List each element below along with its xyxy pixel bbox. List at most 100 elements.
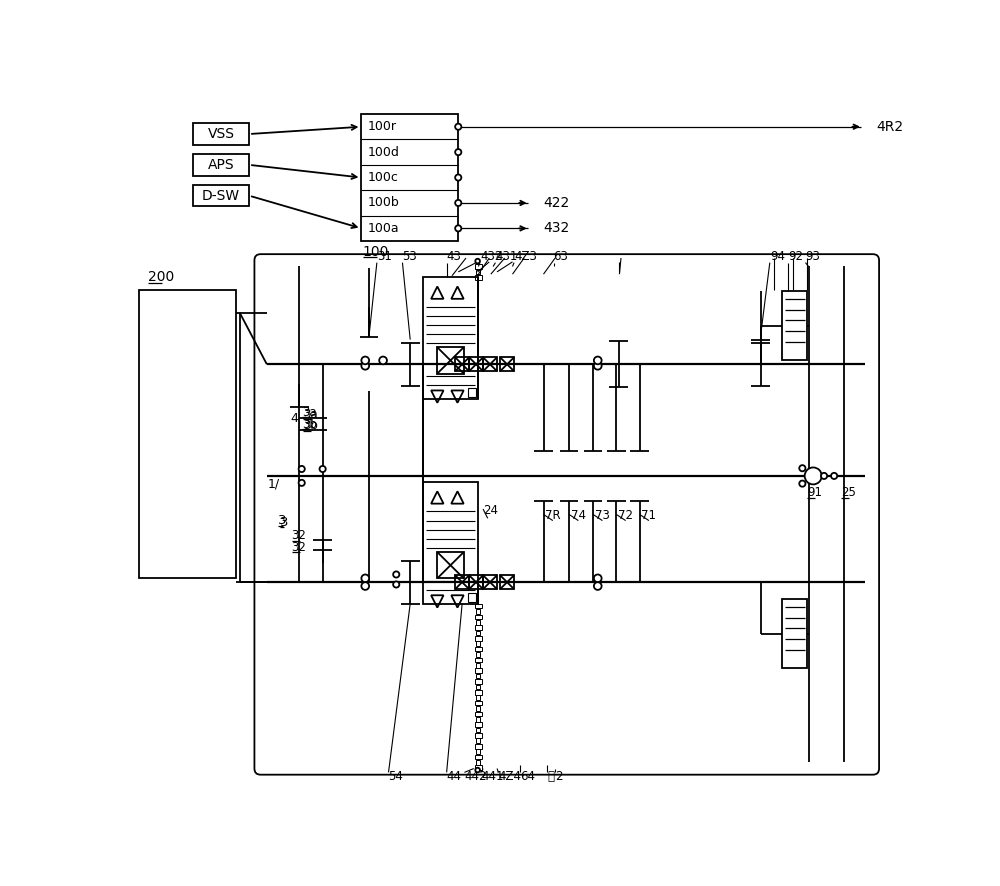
Text: 72: 72 — [618, 509, 633, 523]
Bar — [476, 620, 480, 625]
Bar — [475, 711, 482, 716]
Text: D-SW: D-SW — [202, 189, 240, 203]
Text: 432: 432 — [544, 222, 570, 236]
Bar — [476, 685, 480, 689]
Text: 431: 431 — [495, 250, 518, 263]
Bar — [476, 760, 480, 765]
Text: :  — [547, 770, 554, 782]
Text: 1/: 1/ — [268, 478, 280, 490]
Bar — [476, 663, 480, 668]
Text: 100: 100 — [363, 245, 389, 259]
Bar — [483, 357, 497, 371]
Circle shape — [455, 124, 461, 130]
Text: 100b: 100b — [368, 197, 399, 209]
Circle shape — [594, 574, 602, 582]
Text: 3a: 3a — [303, 408, 318, 421]
Text: 100r: 100r — [368, 120, 397, 133]
Bar — [475, 657, 482, 662]
Circle shape — [299, 466, 305, 472]
Circle shape — [475, 768, 480, 773]
Text: 3a: 3a — [302, 407, 316, 419]
Text: 441: 441 — [482, 770, 504, 782]
Circle shape — [831, 473, 837, 479]
Bar — [193, 154, 249, 175]
Bar — [423, 277, 478, 399]
Circle shape — [799, 480, 805, 486]
Bar — [476, 727, 480, 733]
Bar — [483, 575, 497, 589]
Bar — [193, 185, 249, 206]
Text: 32: 32 — [292, 530, 306, 542]
Circle shape — [361, 356, 369, 364]
Text: 64: 64 — [520, 770, 535, 782]
Text: 4R2: 4R2 — [877, 120, 904, 134]
Bar — [475, 680, 482, 684]
Text: 91: 91 — [807, 486, 822, 500]
Text: 442: 442 — [464, 770, 487, 782]
Text: APS: APS — [208, 158, 234, 172]
Circle shape — [393, 571, 399, 578]
Bar — [468, 388, 476, 398]
Bar — [782, 599, 807, 668]
Text: 200: 200 — [148, 270, 175, 284]
Bar — [475, 603, 482, 609]
Bar — [476, 610, 480, 614]
Bar — [475, 722, 482, 727]
Bar — [476, 739, 480, 743]
Bar — [476, 631, 480, 635]
Text: 32: 32 — [292, 541, 306, 554]
Text: 43: 43 — [447, 250, 462, 263]
Bar — [476, 696, 480, 700]
Text: 54: 54 — [388, 770, 403, 782]
Bar — [455, 357, 469, 371]
Bar — [475, 733, 482, 738]
Text: 3: 3 — [278, 514, 287, 527]
Text: 432: 432 — [480, 250, 502, 263]
Text: 4Z4: 4Z4 — [499, 770, 522, 782]
Bar — [475, 744, 482, 749]
Text: 73: 73 — [595, 509, 610, 523]
Text: 92: 92 — [788, 250, 803, 263]
Circle shape — [594, 362, 602, 369]
Text: 25: 25 — [841, 486, 856, 500]
Circle shape — [361, 362, 369, 369]
Bar — [475, 668, 482, 673]
Circle shape — [455, 225, 461, 231]
Bar — [782, 291, 807, 361]
Bar — [476, 269, 480, 274]
Text: 100d: 100d — [368, 145, 399, 159]
Text: 44: 44 — [447, 770, 462, 782]
Bar — [500, 357, 514, 371]
Circle shape — [594, 582, 602, 590]
Text: 4: 4 — [290, 412, 298, 424]
Bar — [476, 750, 480, 754]
Bar — [476, 641, 480, 646]
Bar — [476, 674, 480, 679]
Bar — [193, 123, 249, 144]
Bar — [469, 575, 483, 589]
Text: 63: 63 — [554, 250, 568, 263]
Bar — [475, 626, 482, 630]
Circle shape — [455, 175, 461, 181]
Bar — [476, 717, 480, 721]
Bar — [437, 347, 464, 374]
Bar — [475, 275, 482, 280]
Text: 31: 31 — [377, 250, 392, 263]
Bar — [476, 652, 480, 657]
Circle shape — [393, 581, 399, 587]
Circle shape — [821, 473, 827, 479]
Circle shape — [805, 468, 822, 485]
Bar — [475, 615, 482, 619]
Bar — [139, 290, 236, 579]
Bar — [475, 264, 482, 268]
Circle shape — [799, 465, 805, 471]
Circle shape — [594, 356, 602, 364]
Text: 3b: 3b — [303, 419, 318, 432]
Circle shape — [299, 480, 305, 486]
Bar — [475, 647, 482, 651]
Bar — [468, 593, 476, 602]
Text: VSS: VSS — [208, 127, 235, 141]
Text: 93: 93 — [805, 250, 820, 263]
Circle shape — [455, 200, 461, 206]
Bar — [475, 636, 482, 641]
